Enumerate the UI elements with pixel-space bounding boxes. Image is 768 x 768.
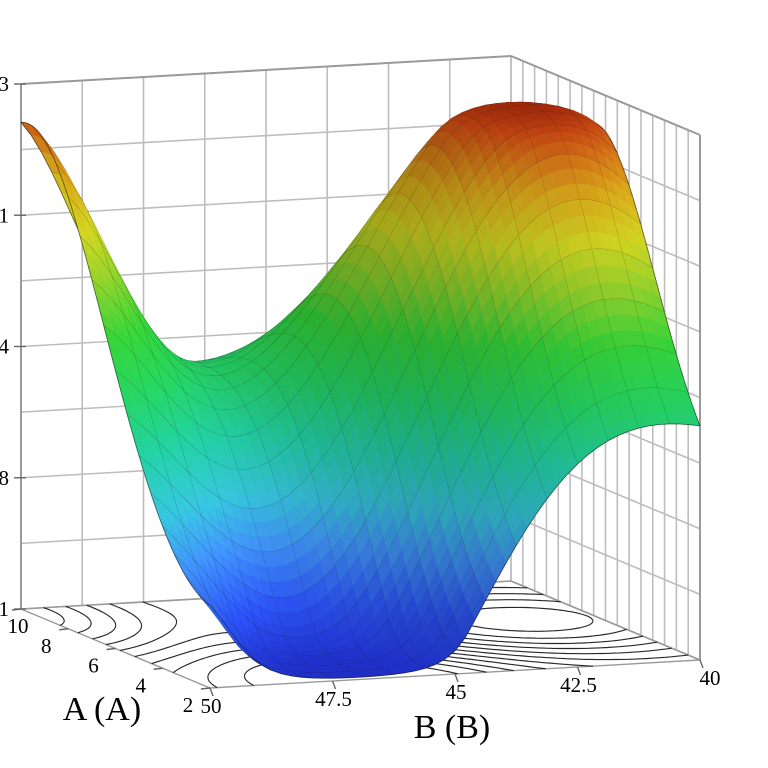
z-axis-tick-label-fragment: 8 [0,466,9,490]
b-axis-label: B (B) [414,709,491,746]
a-axis-tick-label: 4 [136,673,147,697]
a-axis-tick-label: 6 [88,654,99,678]
b-axis-tick-label: 50 [201,694,222,718]
bottom-axes-edges [11,83,704,697]
b-axis-tick-label: 40 [700,666,721,690]
z-axis-tick-label-fragment: 3 [0,72,9,96]
z-axis-tick-label-fragment: 4 [0,335,10,359]
b-axis-tick-label: 47.5 [315,687,352,711]
a-axis-tick-label: 2 [183,693,194,717]
z-axis-tick-label-fragment: 1 [0,597,9,621]
a-axis-tick-label: 10 [8,614,29,638]
b-axis-tick-label: 45 [446,680,467,704]
b-axis-tick-label: 42.5 [560,673,597,697]
a-axis-label: A (A) [63,691,141,728]
a-axis-tick-label: 8 [41,634,52,658]
z-axis-tick-label-fragment: 1 [0,203,9,227]
tick-labels: 10 8 6 4 2 50 47.5 45 42.5 40 3 1 4 8 1 [0,72,721,718]
surface-mesh [20,101,701,679]
